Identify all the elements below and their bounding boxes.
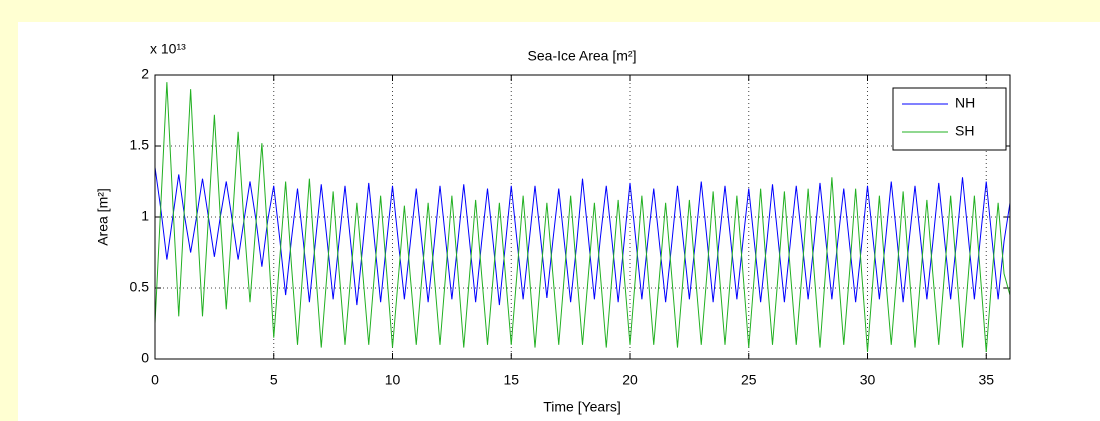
series-line bbox=[154, 167, 1011, 306]
x-tick-label: 10 bbox=[385, 372, 401, 388]
x-tick-label: 5 bbox=[270, 372, 278, 388]
legend-label: SH bbox=[955, 123, 974, 139]
y-axis-label: Area [m²] bbox=[95, 188, 111, 246]
legend: NH SH bbox=[892, 87, 1007, 151]
y-tick-label: 1 bbox=[141, 208, 149, 224]
series-line bbox=[154, 82, 1011, 352]
x-tick-label: 25 bbox=[741, 372, 757, 388]
x-tick-label: 20 bbox=[622, 372, 638, 388]
y-multiplier: x 10¹³ bbox=[150, 41, 186, 57]
y-tick-label: 1.5 bbox=[130, 137, 150, 153]
y-tick-label: 0.5 bbox=[130, 279, 150, 295]
x-tick-label: 15 bbox=[503, 372, 519, 388]
series-lines bbox=[154, 82, 1011, 352]
legend-box bbox=[892, 87, 1007, 151]
x-tick-label: 0 bbox=[151, 372, 159, 388]
axes-box bbox=[154, 74, 1011, 360]
x-axis-label: Time [Years] bbox=[543, 399, 621, 415]
y-tick-label: 2 bbox=[141, 66, 149, 82]
tick-labels: 0 5 10 15 20 25 30 35 0 0.5 1 1.5 2 bbox=[130, 66, 995, 388]
y-tick-label: 0 bbox=[141, 350, 149, 366]
legend-label: NH bbox=[955, 95, 975, 111]
x-tick-label: 30 bbox=[860, 372, 876, 388]
chart-title: Sea-Ice Area [m²] bbox=[528, 48, 637, 64]
x-tick-label: 35 bbox=[978, 372, 994, 388]
